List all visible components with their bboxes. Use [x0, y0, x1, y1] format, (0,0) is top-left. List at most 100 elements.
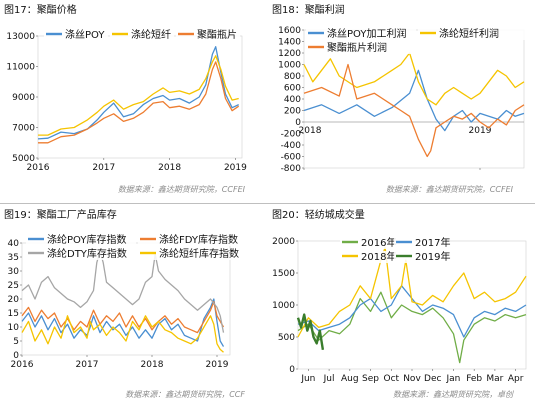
chart-panel-polyester-price: 图17：聚酯价格 5000 7000 9000 11000 13000 2016 2017 2… — [0, 0, 267, 200]
x-tick-label: Aug — [341, 374, 359, 384]
x-tick-label: 2016 — [11, 360, 34, 370]
y-tick-label: 5 — [13, 337, 19, 347]
chart-source-note: 数据来源：鑫达期货研究院，CCFEI — [385, 185, 513, 194]
y-tick-label: 1000 — [272, 301, 295, 311]
y-tick-label: -800 — [281, 164, 302, 174]
y-tick-label: 400 — [284, 95, 301, 105]
y-tick-label: 7000 — [12, 124, 35, 134]
y-tick-label: 2000 — [272, 237, 295, 247]
y-tick-label: 11000 — [6, 63, 35, 73]
x-tick-label: Apr — [508, 374, 524, 384]
y-tick-label: 1500 — [272, 269, 295, 279]
chart-title: 图18：聚酯利润 — [272, 5, 345, 16]
legend-backdrop — [176, 29, 240, 41]
legend-label: 涤纶短纤利润 — [439, 27, 499, 40]
y-tick-label: 10 — [8, 323, 20, 333]
y-tick-label: 15 — [8, 309, 19, 319]
chart-source-note: 数据来源：鑫达期货研究院，CCF — [125, 390, 245, 399]
x-tick-label: Mar — [486, 374, 503, 384]
y-tick-label: 9000 — [12, 93, 35, 103]
chart-panel-polyester-profit: 图18：聚酯利润 -800 -600 -400 -200 0 200 400 600 800 10… — [268, 0, 535, 200]
y-tick-label: 1200 — [278, 49, 301, 59]
y-tick-label: 20 — [8, 295, 20, 305]
x-tick-label: 2019 — [224, 163, 247, 173]
chart-panel-textile-city-volume: 图20：轻纺城成交量 0 500 1000 1500 2000 Jun Jul Aug Sep O… — [268, 205, 535, 405]
y-tick-label: 0 — [295, 118, 301, 128]
y-tick-label: 25 — [8, 281, 19, 291]
y-tick-label: -400 — [281, 141, 302, 151]
legend-label: 涤纶短纤库存指数 — [159, 247, 239, 260]
chart-svg: 5000 7000 9000 11000 13000 2016 2017 2018 2019 涤丝… — [6, 28, 247, 173]
y-tick-label: 13000 — [6, 32, 35, 42]
series-line — [296, 313, 325, 350]
series-line — [38, 55, 239, 136]
legend-backdrop — [26, 248, 136, 260]
legend-backdrop — [110, 29, 174, 41]
series-line — [38, 61, 240, 144]
y-tick-label: 5000 — [12, 154, 35, 164]
chart-title: 图17：聚酯价格 — [4, 5, 77, 16]
y-tick-label: 0 — [289, 365, 295, 375]
plot-area — [37, 35, 243, 159]
series-line — [303, 52, 525, 106]
y-tick-label: 500 — [278, 333, 295, 343]
x-tick-label: 2018 — [299, 126, 322, 136]
x-tick-label: Nov — [403, 374, 421, 384]
x-tick-label: 2017 — [76, 360, 99, 370]
series-line — [21, 301, 225, 334]
x-tick-label: 2018 — [141, 360, 164, 370]
x-tick-label: 2017 — [92, 163, 115, 173]
x-tick-label: Sep — [362, 374, 379, 384]
x-tick-label: Jul — [323, 374, 335, 384]
legend-backdrop — [138, 234, 248, 246]
y-tick-label: 35 — [8, 253, 19, 263]
chart-svg: 0 500 1000 1500 2000 Jun Jul Aug Sep Oct Nov Dec Jan… — [272, 236, 527, 384]
legend-backdrop — [138, 248, 248, 260]
legend-label: 涤纶DTY库存指数 — [47, 247, 127, 260]
x-tick-label: 2019 — [469, 126, 492, 136]
legend-label: 涤纶短纤 — [131, 28, 171, 41]
x-tick-label: Oct — [383, 374, 399, 384]
y-tick-label: 800 — [284, 72, 301, 82]
y-tick-label: 40 — [8, 239, 20, 249]
legend-label: 涤纶POY库存指数 — [47, 233, 126, 246]
legend-backdrop — [394, 251, 446, 263]
y-tick-label: 30 — [8, 267, 20, 277]
legend-label: 涤纶FDY库存指数 — [159, 233, 238, 246]
series-line — [37, 46, 239, 140]
y-tick-label: 0 — [13, 351, 19, 361]
legend-backdrop — [340, 237, 392, 249]
chart-title: 图20：轻纺城成交量 — [272, 210, 365, 221]
chart-title: 图19：聚酯工厂产品库存 — [4, 210, 117, 221]
legend-label: 2018年 — [361, 250, 396, 263]
legend-backdrop — [44, 29, 108, 41]
chart-source-note: 数据来源：鑫达期货研究院，CCFEI — [117, 185, 245, 194]
y-tick-label: 600 — [284, 84, 301, 94]
series-line — [303, 63, 525, 158]
y-tick-label: 1000 — [278, 61, 301, 71]
chart-source-note: 数据来源：鑫达期货研究院，卓创 — [393, 390, 513, 399]
legend-backdrop — [306, 42, 416, 54]
legend-label: 涤丝POY加工利润 — [327, 27, 406, 40]
series-line — [21, 250, 225, 333]
legend-backdrop — [26, 234, 136, 246]
y-tick-label: 1400 — [278, 38, 301, 48]
legend-backdrop — [340, 251, 392, 263]
legend-label: 2017年 — [415, 236, 450, 249]
y-tick-label: 1600 — [278, 26, 301, 36]
legend-backdrop — [306, 28, 416, 40]
chart-panel-polyester-inventory: 图19：聚酯工厂产品库存 0 5 10 15 20 25 30 35 40 2016 2017 201… — [0, 205, 267, 405]
x-tick-label: 2018 — [158, 163, 181, 173]
legend-label: 聚酯瓶片 — [197, 28, 237, 41]
chart-svg: 0 5 10 15 20 25 30 35 40 2016 2017 2018 2019 涤纶POY库存指… — [8, 233, 248, 370]
legend-label: 聚酯瓶片利润 — [327, 41, 387, 54]
x-tick-label: Jun — [300, 374, 315, 384]
legend-label: 涤丝POY — [65, 28, 105, 41]
y-tick-label: -600 — [281, 153, 302, 163]
series-line — [297, 291, 527, 364]
x-tick-label: Jan — [446, 374, 461, 384]
x-tick-label: Dec — [424, 374, 441, 384]
x-tick-label: Feb — [466, 374, 482, 384]
legend-backdrop — [418, 28, 528, 40]
